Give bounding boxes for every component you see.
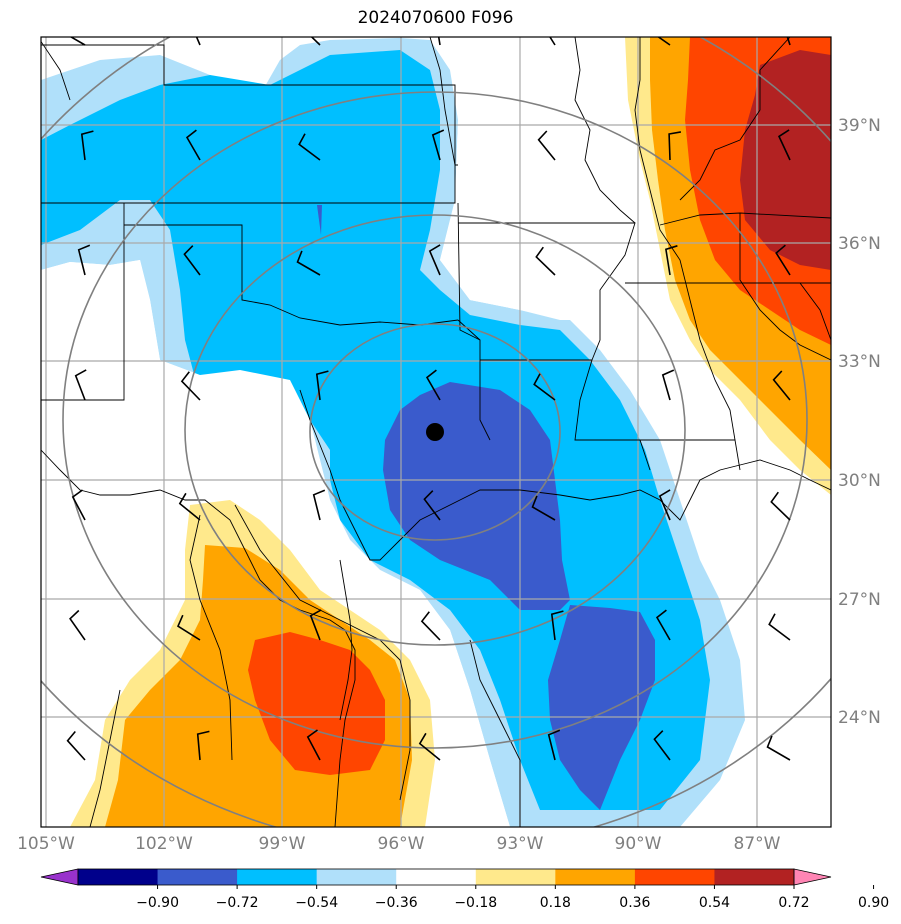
wind-barb [312, 489, 326, 521]
colorbar-swatch [396, 869, 477, 885]
wind-barb [423, 490, 441, 521]
colorbar-swatch [475, 869, 556, 885]
map-title: 2024070600 F096 [357, 8, 514, 28]
colorbar-frame [77, 868, 795, 886]
wind-barbs [66, 37, 791, 761]
contour-blue-north [41, 50, 710, 810]
wind-barb [772, 370, 791, 401]
wind-barb [176, 614, 201, 641]
wind-barb [768, 613, 791, 641]
wind-barb [425, 369, 441, 401]
wind-barb [775, 244, 791, 276]
wind-barb [657, 37, 671, 46]
wind-barb [80, 130, 94, 161]
wind-barb [178, 492, 201, 521]
wind-barb [196, 730, 210, 761]
colorbar-label: 0.54 [699, 895, 730, 911]
lon-label-87: 87°W [734, 834, 781, 854]
wind-barb [661, 369, 675, 401]
colorbar-swatch [555, 869, 636, 885]
wind-barb [77, 244, 91, 276]
wind-barb [549, 37, 556, 46]
center-point-marker [426, 423, 444, 441]
wind-barb [550, 610, 564, 641]
latitude-labels: 39°N 36°N 33°N 30°N 27°N 24°N [838, 116, 881, 728]
wind-barb [431, 129, 445, 161]
colorbar-extend-min [40, 868, 79, 886]
lon-label-99: 99°W [259, 834, 306, 854]
colorbar-swatch [634, 869, 715, 885]
wind-barb [185, 129, 201, 161]
contour-darkblue-spot [317, 205, 322, 235]
lon-label-90: 90°W [615, 834, 662, 854]
lat-label-39: 39°N [838, 116, 881, 136]
wind-barb [531, 495, 556, 521]
wind-barb [183, 245, 201, 276]
colorbar-swatch [157, 869, 238, 885]
contour-darkblue-south [548, 605, 655, 810]
lat-label-27: 27°N [838, 590, 881, 610]
wind-barb [766, 735, 791, 761]
lon-label-96: 96°W [378, 834, 425, 854]
colorbar-label: −0.72 [216, 895, 259, 911]
wind-barb [418, 732, 441, 761]
lat-label-24: 24°N [838, 708, 881, 728]
wind-barb [74, 369, 87, 401]
wind-barb [665, 245, 678, 276]
colorbar-label: 0.18 [540, 895, 571, 911]
colorbar-swatch [78, 869, 159, 885]
lat-label-33: 33°N [838, 352, 881, 372]
wind-barb [69, 37, 86, 46]
colorbar-swatch [316, 869, 397, 885]
range-rings [41, 37, 831, 827]
contour-fill-layer [41, 37, 831, 827]
colorbar-label: −0.18 [454, 895, 497, 911]
wind-barb [655, 609, 671, 641]
wind-barb [310, 37, 321, 46]
colorbar-label: 0.36 [619, 895, 650, 911]
wind-barb [71, 489, 86, 521]
lat-label-36: 36°N [838, 234, 881, 254]
colorbar-label: −0.36 [375, 895, 418, 911]
wind-barb [315, 370, 329, 401]
colorbar-extend-max [793, 868, 832, 886]
wind-barb [309, 609, 322, 641]
map-frame [40, 36, 832, 828]
contour-firebrick-ne [740, 50, 831, 270]
wind-barb [533, 373, 556, 401]
political-boundaries [41, 37, 831, 827]
colorbar-label: −0.90 [136, 895, 179, 911]
colorbar-label: −0.54 [295, 895, 338, 911]
wind-barb [180, 371, 201, 401]
wind-barb [428, 244, 441, 276]
wind-barb [195, 37, 201, 46]
wind-barb [296, 250, 321, 276]
wind-barb [306, 729, 321, 761]
wind-barb [69, 609, 86, 641]
colorbar-swatch [237, 869, 318, 885]
wind-barb [66, 730, 86, 761]
wind-barb [535, 246, 556, 276]
colorbar-swatch [714, 869, 795, 885]
wind-barb [298, 133, 321, 161]
wind-barb [420, 611, 441, 641]
wind-barb [537, 130, 556, 161]
colorbar-label: 0.72 [778, 895, 809, 911]
lon-label-102: 102°W [135, 834, 193, 854]
lat-label-30: 30°N [838, 471, 881, 491]
wind-barb [770, 491, 791, 521]
wind-barb [777, 129, 791, 161]
wind-barb [658, 489, 671, 521]
wind-barb [668, 131, 682, 161]
wind-barb [547, 729, 561, 761]
lon-label-93: 93°W [497, 834, 544, 854]
colorbar: −0.90 −0.72 −0.54 −0.36 −0.18 0.18 0.36 0.54 0.7… [40, 868, 889, 911]
wind-barb [437, 37, 441, 46]
wind-barb [653, 730, 671, 761]
longitude-labels: 105°W 102°W 99°W 96°W 93°W 90°W 87°W [17, 834, 781, 854]
colorbar-label: 0.90 [858, 895, 889, 911]
lon-label-105: 105°W [17, 834, 75, 854]
